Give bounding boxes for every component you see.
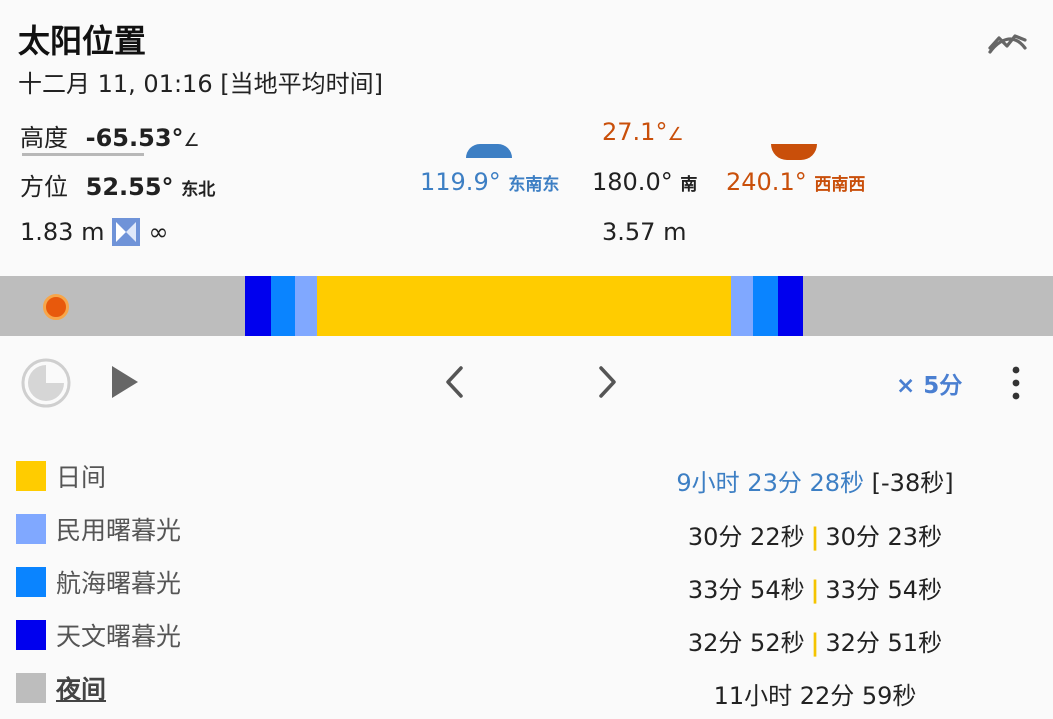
day-duration-value: 9小时 23分 28秒 xyxy=(676,469,865,497)
day-duration: 9小时 23分 28秒 [-38秒] xyxy=(600,463,1030,498)
shadow-row: 1.83 m ∞ xyxy=(20,218,168,246)
civil-twilight-label: 民用曙暮光 xyxy=(56,516,182,545)
page-title: 太阳位置 xyxy=(18,22,147,60)
sun-path-chart-icon xyxy=(988,34,1027,54)
next-button[interactable] xyxy=(590,362,626,404)
azimuth-value: 52.55° xyxy=(85,173,174,201)
sunset-azimuth: 240.1° 西南西 xyxy=(726,168,865,196)
day-duration-change: [-38秒] xyxy=(871,469,954,497)
timeline-nautical-dusk xyxy=(753,276,778,336)
day-swatch xyxy=(16,461,46,491)
sunset-azimuth-direction: 西南西 xyxy=(814,175,866,195)
sunrise-azimuth: 119.9° 东南东 xyxy=(420,168,559,196)
angle-icon: ∠ xyxy=(667,124,684,145)
more-options-button[interactable] xyxy=(1000,362,1032,404)
shadow-length: 1.83 m xyxy=(20,218,105,246)
timeline-civil-dusk xyxy=(731,276,753,336)
timeline-civil-dawn xyxy=(295,276,317,336)
nautical-twilight-duration: 33分 54秒 | 33分 54秒 xyxy=(687,576,943,604)
shadow-ratio: ∞ xyxy=(148,218,169,246)
noon-altitude: 27.1°∠ xyxy=(602,118,684,146)
legend-row-astronomical: 天文曙暮光 xyxy=(16,617,181,653)
legend-row-night: 夜间 xyxy=(16,670,106,706)
night-swatch xyxy=(16,673,46,703)
azimuth-label: 方位 xyxy=(20,173,68,201)
angle-icon: ∠ xyxy=(183,130,200,151)
nautical-twilight-evening: 33分 54秒 xyxy=(825,576,943,604)
legend-row-day: 日间 xyxy=(16,458,106,494)
civil-twilight-morning: 30分 22秒 xyxy=(687,523,805,551)
noon-shadow-length: 3.57 m xyxy=(602,218,687,246)
clock-icon xyxy=(21,358,71,408)
day-label: 日间 xyxy=(56,463,107,492)
sunrise-icon xyxy=(466,144,512,158)
noon-altitude-value: 27.1° xyxy=(602,118,668,146)
sunrise-azimuth-direction: 东南东 xyxy=(508,175,560,195)
legend-row-civil: 民用曙暮光 xyxy=(16,511,181,547)
sunrise-azimuth-value: 119.9° xyxy=(420,168,501,196)
nautical-twilight-morning: 33分 54秒 xyxy=(687,576,805,604)
previous-button[interactable] xyxy=(436,362,472,404)
timeline-astronomical-dusk xyxy=(778,276,803,336)
noon-azimuth-direction: 南 xyxy=(680,175,698,195)
astronomical-twilight-duration: 32分 52秒 | 32分 51秒 xyxy=(687,629,943,657)
timeline-astronomical-dawn xyxy=(245,276,271,336)
civil-twilight-swatch xyxy=(16,514,46,544)
sunset-icon xyxy=(771,144,817,160)
night-duration: 11小时 22分 59秒 xyxy=(713,682,917,710)
play-icon xyxy=(112,366,138,398)
altitude-value: -65.53° xyxy=(85,124,184,152)
timeline-day xyxy=(317,276,731,336)
current-sun-marker[interactable] xyxy=(43,294,69,320)
nautical-twilight-label: 航海曙暮光 xyxy=(56,569,182,598)
legend-row-nautical: 航海曙暮光 xyxy=(16,564,181,600)
noon-azimuth: 180.0° 南 xyxy=(592,168,697,196)
sunset-azimuth-value: 240.1° xyxy=(726,168,807,196)
altitude-row: 高度 -65.53°∠ xyxy=(20,118,200,153)
altitude-underline xyxy=(22,153,144,156)
altitude-label: 高度 xyxy=(20,124,68,152)
nautical-twilight-swatch xyxy=(16,567,46,597)
more-vertical-icon xyxy=(1012,366,1020,400)
azimuth-row: 方位 52.55° 东北 xyxy=(20,167,215,202)
astronomical-twilight-label: 天文曙暮光 xyxy=(56,622,182,651)
azimuth-direction: 东北 xyxy=(181,180,216,200)
night-label[interactable]: 夜间 xyxy=(56,675,107,704)
shadow-icon xyxy=(112,218,141,246)
graph-button[interactable] xyxy=(986,26,1030,60)
chevron-left-icon xyxy=(446,366,463,398)
astronomical-twilight-evening: 32分 51秒 xyxy=(825,629,943,657)
astronomical-twilight-morning: 32分 52秒 xyxy=(687,629,805,657)
play-button[interactable] xyxy=(102,362,146,404)
civil-twilight-duration: 30分 22秒 | 30分 23秒 xyxy=(687,523,943,551)
timeline-nautical-dawn xyxy=(271,276,295,336)
astronomical-twilight-swatch xyxy=(16,620,46,650)
civil-twilight-evening: 30分 23秒 xyxy=(825,523,943,551)
time-reset-button[interactable] xyxy=(20,357,72,409)
date-time-label: 十二月 11, 01:16 [当地平均时间] xyxy=(18,70,383,98)
day-timeline[interactable] xyxy=(0,276,1053,336)
noon-azimuth-value: 180.0° xyxy=(592,168,673,196)
speed-button[interactable]: × 5分 xyxy=(896,366,962,400)
chevron-right-icon xyxy=(599,366,616,398)
